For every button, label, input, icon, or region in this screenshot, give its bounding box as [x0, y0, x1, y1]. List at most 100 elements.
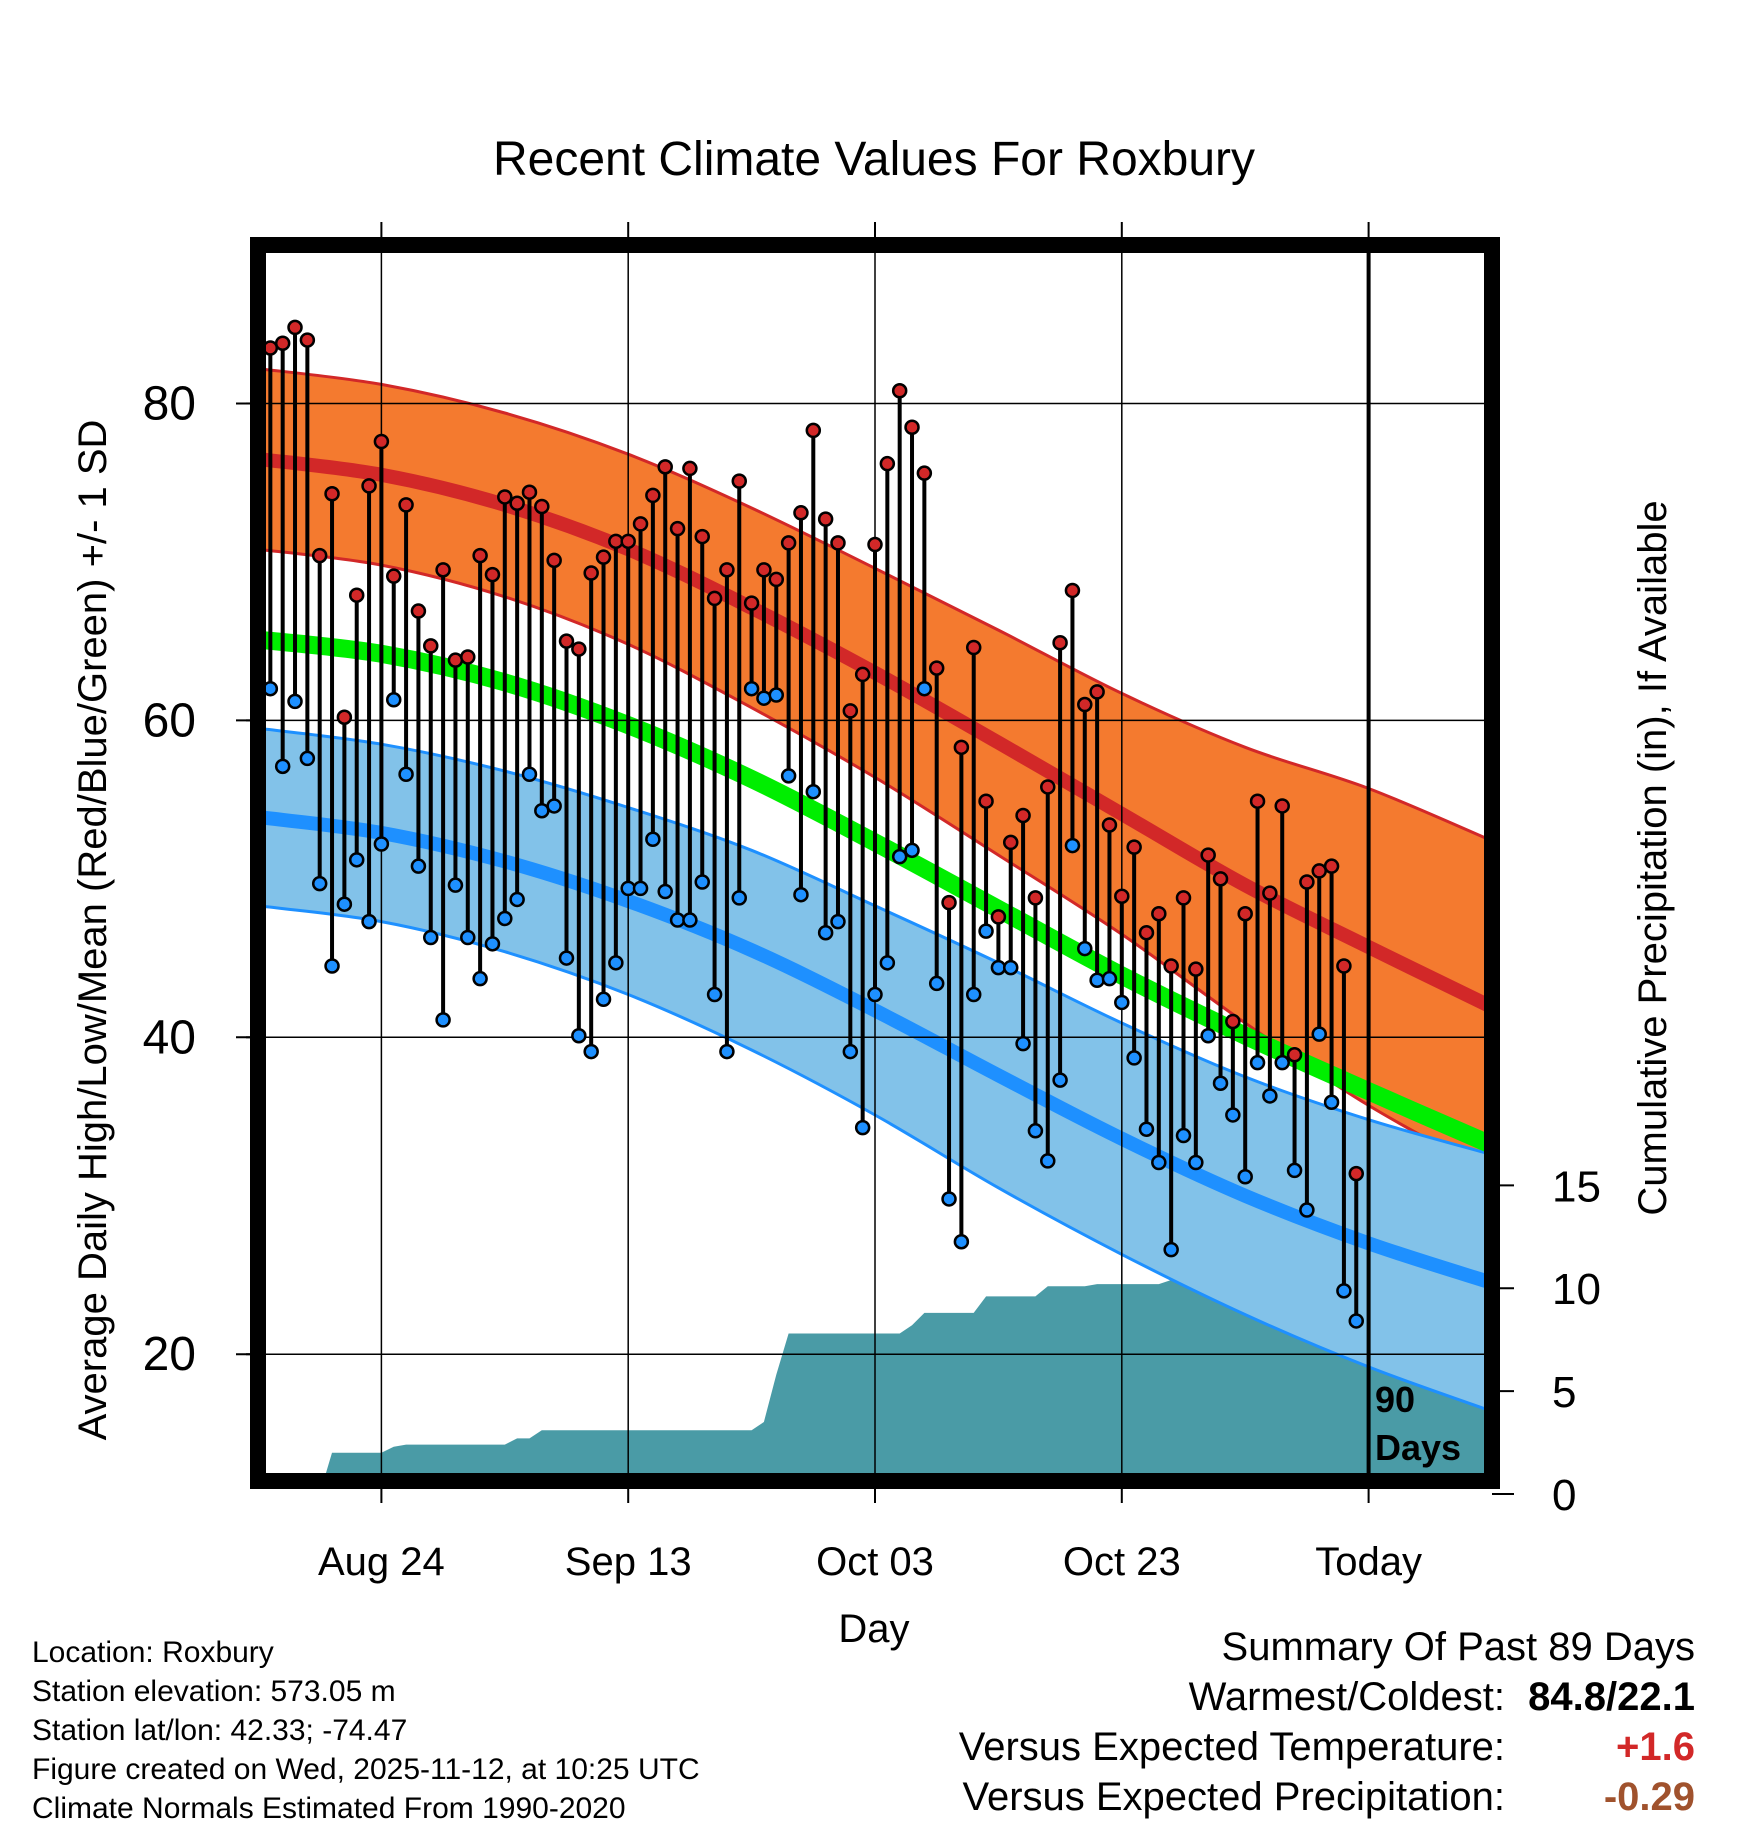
daily-high-point	[854, 666, 871, 683]
daily-low-point	[1225, 1107, 1241, 1123]
daily-low-point	[731, 890, 748, 906]
daily-low-point	[435, 1012, 451, 1028]
daily-low-point	[521, 766, 538, 783]
daily-low-point	[373, 836, 390, 852]
summary-warmest-row: Warmest/Coldest: 84.8/22.1	[959, 1672, 1695, 1722]
daily-high-point	[793, 505, 809, 521]
daily-high-point	[632, 516, 649, 532]
daily-high-point	[348, 587, 365, 603]
daily-high-point	[867, 536, 883, 553]
daily-high-point	[1052, 634, 1068, 651]
daily-low-point	[324, 958, 340, 974]
temp-value: +1.6	[1616, 1725, 1695, 1769]
daily-low-point	[1126, 1050, 1142, 1066]
daily-low-point	[1336, 1283, 1352, 1299]
daily-low-point	[1002, 959, 1019, 976]
daily-low-point	[830, 913, 846, 930]
daily-low-point	[645, 831, 661, 847]
daily-high-point	[1200, 847, 1216, 863]
y-axis-label: Average Daily High/Low/Mean (Red/Blue/Gr…	[71, 420, 115, 1441]
today-days-label-1: 90	[1375, 1379, 1415, 1420]
daily-high-point	[299, 332, 316, 348]
daily-low-point	[706, 986, 723, 1003]
daily-low-point	[632, 880, 649, 897]
daily-low-point	[1323, 1094, 1340, 1111]
y2-axis-label: Cumulative Precipitation (in), If Availa…	[1631, 500, 1675, 1215]
daily-high-point	[1015, 807, 1031, 824]
y2-tick-label: 5	[1552, 1368, 1576, 1417]
daily-low-point	[1138, 1121, 1155, 1137]
daily-high-point	[904, 419, 920, 435]
location-text: Location: Roxbury	[32, 1636, 274, 1669]
daily-points	[262, 319, 1365, 1329]
daily-high-point	[1151, 905, 1167, 922]
daily-high-point	[1002, 834, 1019, 851]
daily-high-point	[916, 465, 933, 481]
daily-range-stems	[268, 327, 1359, 1321]
daily-high-point	[484, 566, 501, 583]
daily-low-point	[682, 912, 698, 928]
daily-high-point	[682, 460, 698, 477]
daily-low-point	[817, 924, 834, 941]
daily-high-point	[336, 709, 353, 725]
daily-high-point	[879, 455, 896, 472]
daily-high-point	[311, 547, 328, 564]
daily-low-point	[743, 680, 760, 697]
daily-low-point	[978, 923, 994, 939]
daily-high-point	[1348, 1165, 1365, 1182]
daily-low-point	[583, 1043, 599, 1060]
x-tick-label: Oct 03	[816, 1540, 934, 1584]
daily-low-point	[410, 858, 427, 874]
daily-high-point	[558, 633, 575, 649]
x-axis-label: Day	[838, 1607, 909, 1651]
daily-low-point	[1027, 1123, 1044, 1139]
daily-high-point	[460, 649, 476, 665]
daily-low-point	[460, 929, 476, 946]
y-tick-label: 40	[143, 1011, 196, 1064]
daily-high-point	[373, 433, 390, 450]
daily-low-point	[398, 766, 414, 783]
daily-low-point	[1200, 1027, 1216, 1044]
daily-low-point	[941, 1191, 957, 1207]
daily-high-point	[361, 478, 377, 494]
daily-high-point	[719, 562, 735, 578]
daily-low-point	[595, 991, 612, 1008]
normals-text: Climate Normals Estimated From 1990-2020	[32, 1792, 626, 1825]
temp-label: Versus Expected Temperature:	[958, 1725, 1505, 1769]
daily-low-point	[1175, 1127, 1192, 1144]
daily-low-point	[423, 929, 439, 946]
daily-high-point	[571, 641, 587, 657]
daily-low-point	[336, 896, 353, 912]
daily-low-point	[1064, 837, 1081, 854]
latlon-text: Station lat/lon: 42.33; -74.47	[32, 1714, 408, 1747]
daily-low-point	[534, 802, 550, 819]
daily-high-point	[1274, 798, 1290, 814]
daily-high-point	[1101, 817, 1118, 833]
daily-low-point	[1262, 1088, 1278, 1104]
daily-high-point	[990, 909, 1007, 925]
daily-high-point	[620, 533, 636, 550]
summary-panel: Summary Of Past 89 Days Warmest/Coldest:…	[959, 1622, 1695, 1822]
daily-high-point	[509, 495, 525, 512]
daily-low-point	[1101, 970, 1118, 987]
daily-low-point	[904, 842, 920, 859]
daily-high-point	[1237, 905, 1253, 922]
daily-low-point	[311, 875, 328, 892]
x-tick-label: Oct 23	[1063, 1540, 1181, 1584]
daily-high-point	[287, 319, 303, 336]
daily-low-point	[509, 891, 525, 908]
daily-high-point	[978, 793, 994, 809]
daily-low-point	[287, 693, 303, 710]
daily-low-point	[1052, 1072, 1068, 1088]
daily-high-point	[1126, 839, 1142, 855]
daily-high-point	[941, 894, 957, 911]
y2-tick-label: 10	[1552, 1265, 1601, 1314]
daily-high-point	[1225, 1013, 1241, 1030]
daily-high-point	[928, 660, 945, 676]
daily-low-point	[965, 986, 982, 1003]
daily-low-point	[447, 877, 464, 893]
daily-low-point	[928, 975, 945, 992]
daily-high-point	[398, 497, 414, 513]
daily-low-point	[854, 1119, 871, 1136]
